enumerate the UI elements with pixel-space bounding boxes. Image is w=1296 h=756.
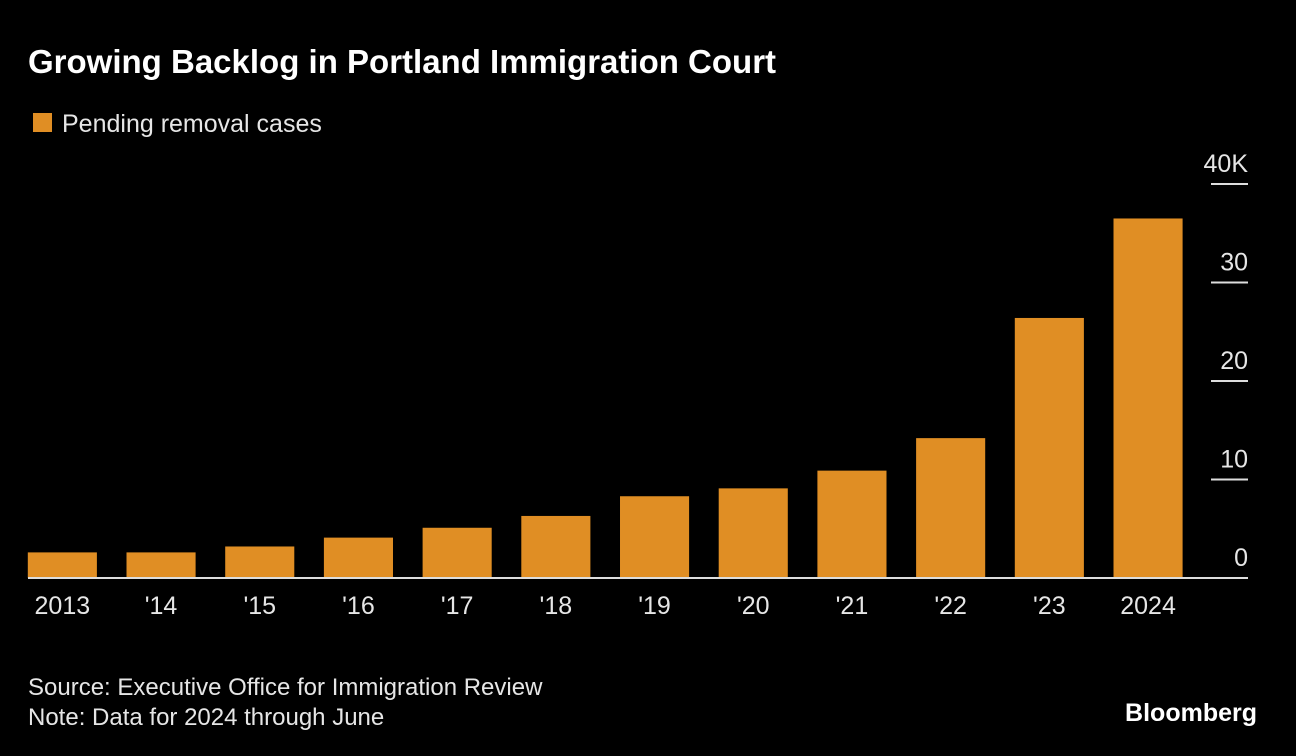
x-tick-label: '22 bbox=[934, 592, 967, 620]
x-tick-label: 2024 bbox=[1120, 592, 1176, 620]
x-tick-label: '20 bbox=[737, 592, 770, 620]
bar bbox=[323, 537, 393, 578]
bar bbox=[27, 552, 97, 578]
bar bbox=[817, 470, 887, 578]
chart-title: Growing Backlog in Portland Immigration … bbox=[28, 43, 776, 80]
bar bbox=[1113, 218, 1183, 578]
bar bbox=[126, 552, 196, 578]
bar bbox=[718, 488, 788, 578]
x-tick-label: '21 bbox=[836, 592, 869, 620]
x-tick-label: '15 bbox=[243, 592, 276, 620]
legend-swatch bbox=[33, 113, 52, 132]
x-tick-label: '14 bbox=[145, 592, 178, 620]
y-tick-label: 40K bbox=[1204, 150, 1249, 178]
x-tick-label: '23 bbox=[1033, 592, 1066, 620]
bar bbox=[225, 546, 295, 578]
x-tick-label: 2013 bbox=[35, 592, 91, 620]
legend-label: Pending removal cases bbox=[62, 110, 322, 138]
x-tick-label: '16 bbox=[342, 592, 375, 620]
logo: Bloomberg bbox=[1125, 699, 1257, 727]
bar bbox=[521, 515, 591, 578]
x-tick-label: '19 bbox=[638, 592, 671, 620]
y-tick-label: 20 bbox=[1220, 347, 1248, 375]
bar bbox=[1014, 317, 1084, 578]
bar bbox=[916, 438, 986, 578]
y-tick-label: 30 bbox=[1220, 249, 1248, 277]
y-tick-label: 10 bbox=[1220, 446, 1248, 474]
source: Source: Executive Office for Immigration… bbox=[28, 674, 543, 701]
bar bbox=[422, 527, 492, 578]
x-tick-label: '17 bbox=[441, 592, 474, 620]
x-tick-label: '18 bbox=[540, 592, 573, 620]
note: Note: Data for 2024 through June bbox=[28, 704, 384, 731]
y-tick-label: 0 bbox=[1234, 544, 1248, 572]
bar bbox=[620, 496, 690, 578]
